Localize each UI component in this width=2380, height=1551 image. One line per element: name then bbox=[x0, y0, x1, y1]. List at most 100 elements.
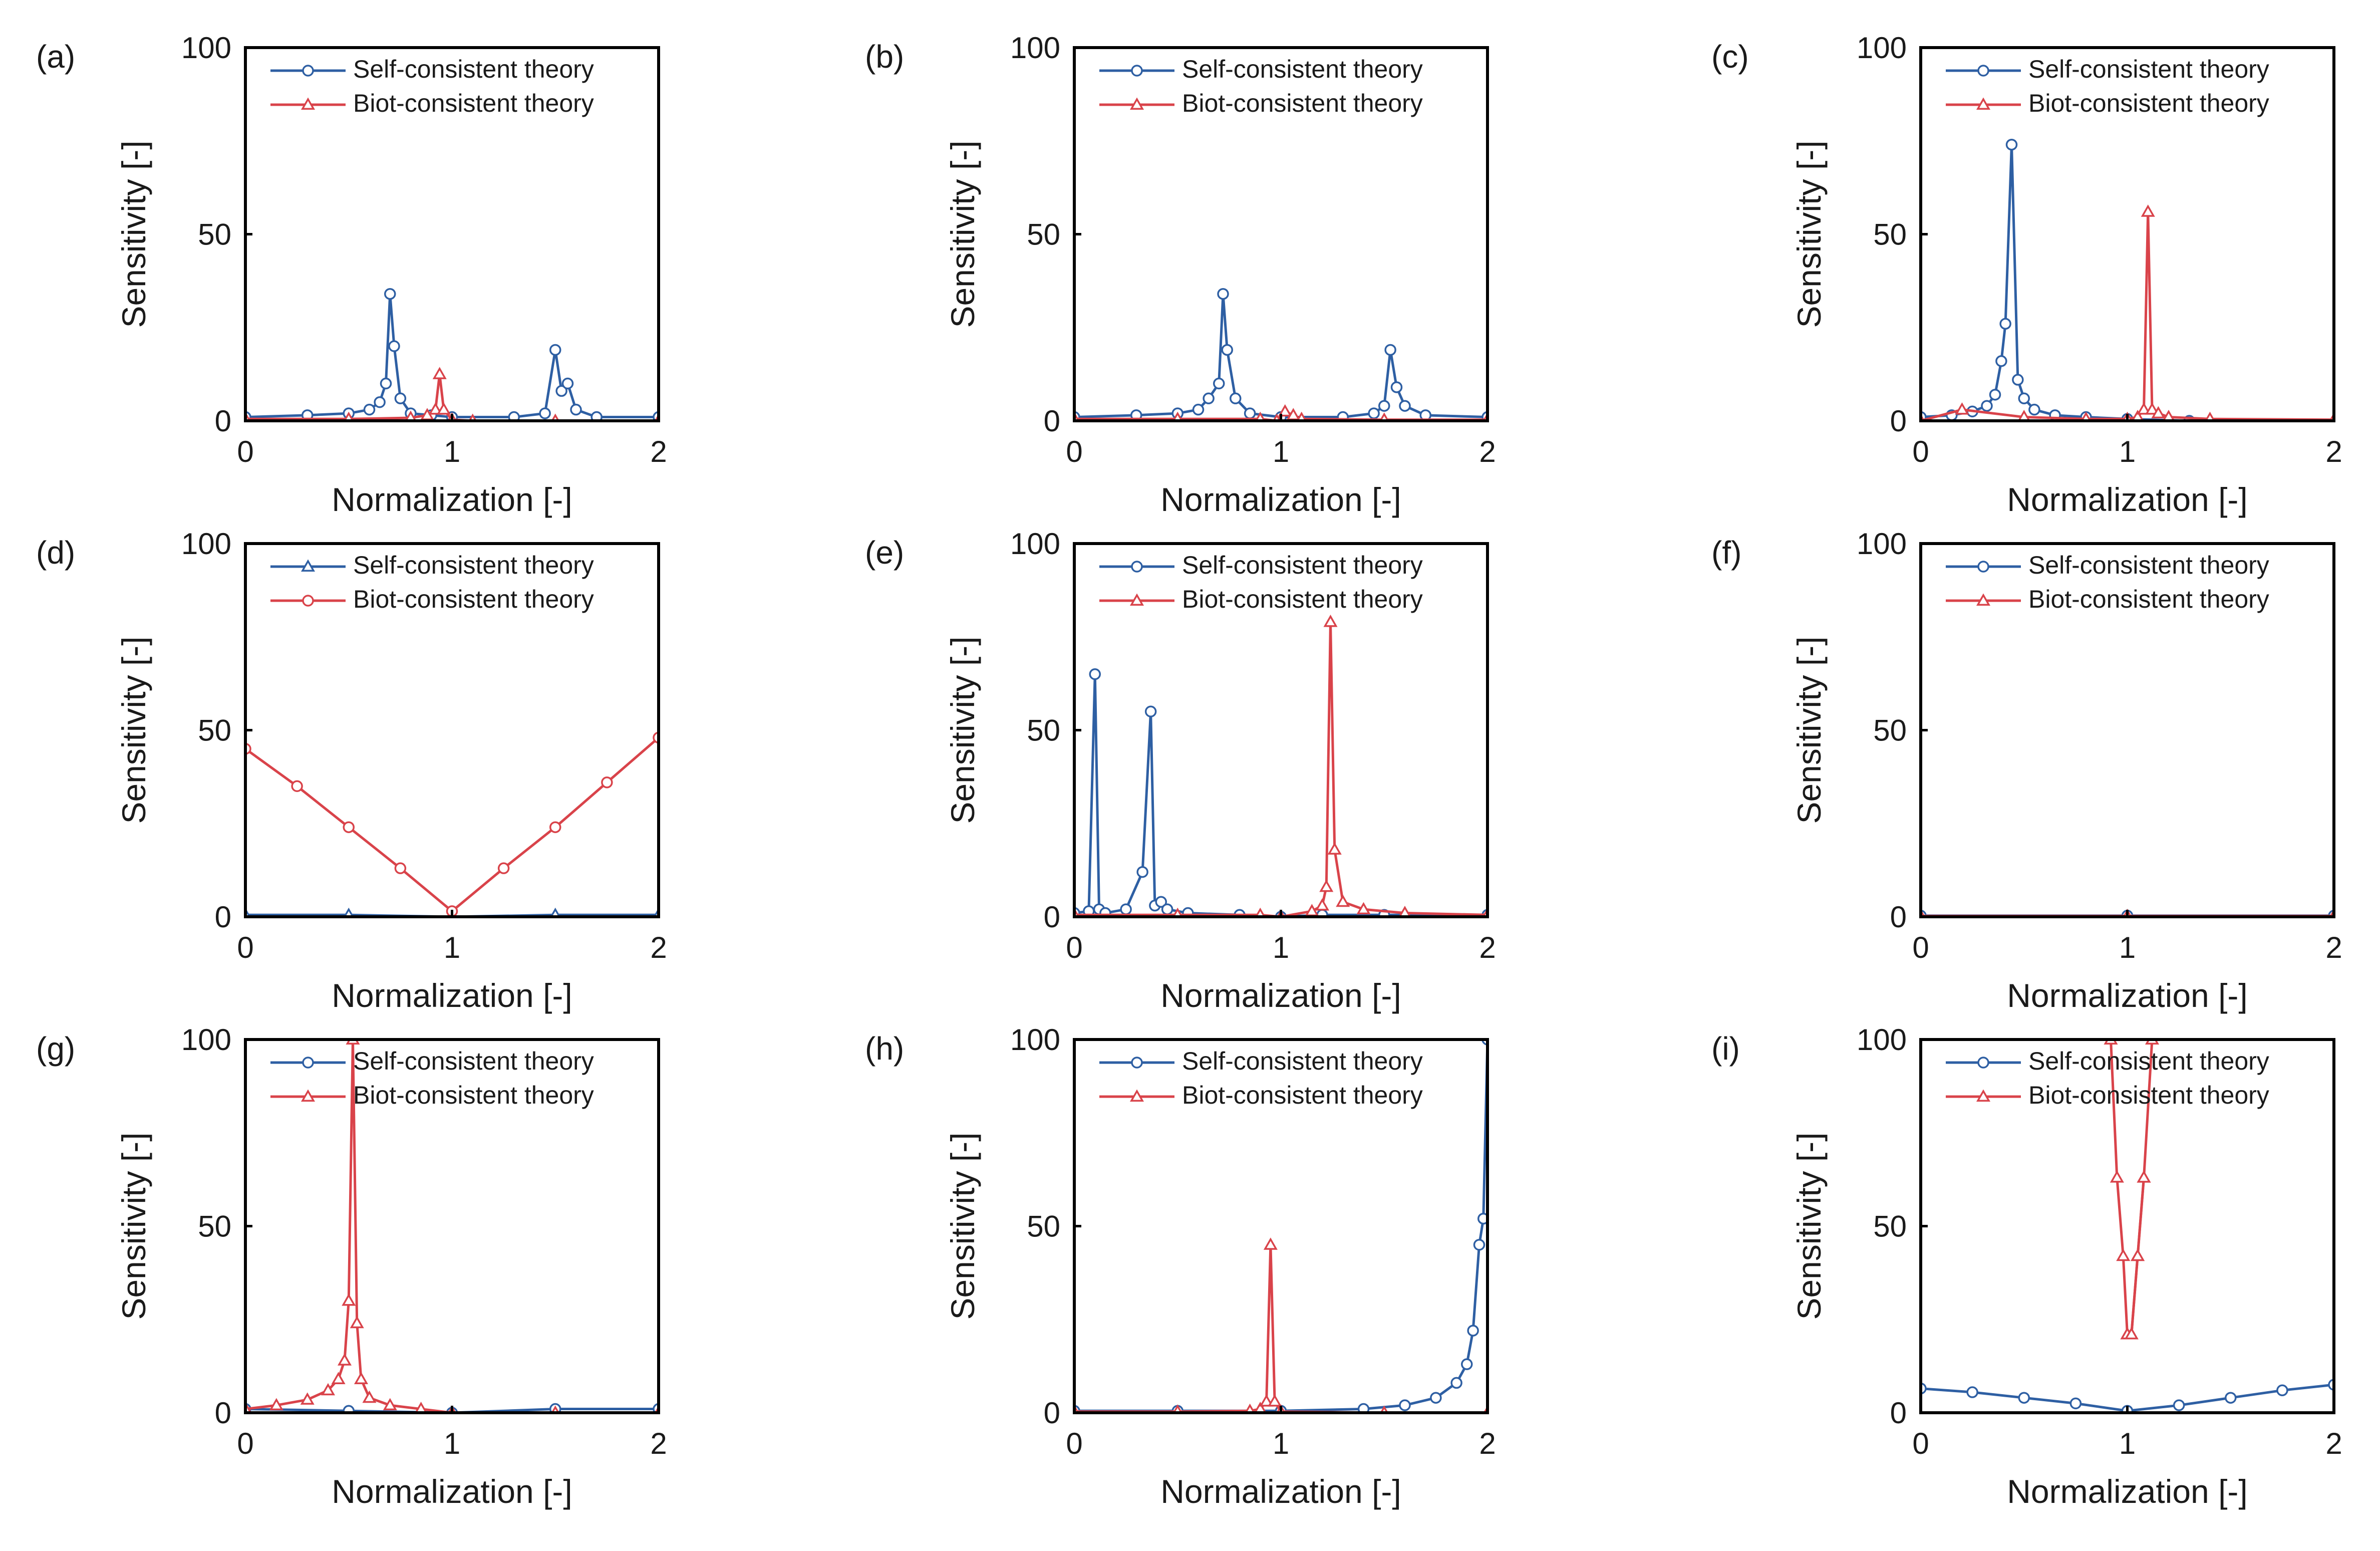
data-point bbox=[432, 367, 447, 379]
chart-panel: (e) 0 1 2 0 50 100 Normalization [-] Sensitivity… bbox=[865, 527, 1496, 1014]
panel-label: (f) bbox=[1711, 535, 1741, 571]
x-axis-title: Normalization [-] bbox=[332, 481, 572, 518]
data-point bbox=[2069, 1397, 2082, 1410]
x-tick-label: 2 bbox=[650, 435, 667, 468]
series-line bbox=[245, 736, 659, 913]
y-tick-label: 50 bbox=[1027, 714, 1060, 747]
data-point bbox=[2141, 204, 2155, 217]
y-tick-label: 0 bbox=[215, 1396, 231, 1430]
data-point bbox=[1245, 1403, 1256, 1413]
y-axis-title: Sensitivity [-] bbox=[1791, 636, 1828, 824]
data-point bbox=[1278, 404, 1292, 417]
legend-label: Biot-consistent theory bbox=[1182, 89, 1423, 117]
panel-label: (b) bbox=[865, 39, 904, 75]
y-tick-label: 50 bbox=[1873, 714, 1907, 747]
data-point bbox=[331, 1372, 346, 1384]
legend-marker bbox=[1977, 65, 1989, 77]
y-tick-label: 100 bbox=[181, 527, 231, 561]
data-point bbox=[1473, 1239, 1485, 1251]
x-tick-label: 2 bbox=[650, 931, 667, 964]
y-tick-label: 100 bbox=[1857, 1023, 1907, 1057]
data-point bbox=[2124, 1327, 2139, 1340]
y-tick-label: 0 bbox=[1890, 1396, 1907, 1430]
x-tick-label: 1 bbox=[2119, 435, 2136, 468]
legend-label: Self-consistent theory bbox=[2028, 551, 2269, 579]
x-tick-label: 1 bbox=[1273, 1427, 1289, 1460]
series-line bbox=[1921, 210, 2334, 421]
y-tick-label: 100 bbox=[181, 31, 231, 65]
data-point bbox=[2028, 403, 2040, 416]
legend-marker bbox=[302, 65, 314, 77]
data-point bbox=[300, 1392, 315, 1405]
legend-marker bbox=[301, 97, 316, 110]
data-point bbox=[1384, 344, 1396, 356]
series-group bbox=[1921, 1040, 2334, 1413]
data-point bbox=[1089, 668, 1101, 680]
data-point bbox=[1172, 411, 1183, 421]
legend-label: Biot-consistent theory bbox=[1182, 1081, 1423, 1109]
data-point bbox=[1461, 1358, 1473, 1370]
legend-label: Self-consistent theory bbox=[2028, 1047, 2269, 1075]
data-point bbox=[1172, 1404, 1182, 1413]
data-point bbox=[337, 1353, 352, 1366]
series-line bbox=[1074, 1243, 1488, 1413]
legend-marker bbox=[1129, 1089, 1144, 1102]
data-point bbox=[343, 411, 354, 421]
y-tick-label: 50 bbox=[1873, 218, 1907, 251]
y-axis-title: Sensitivity [-] bbox=[115, 140, 152, 328]
panel-label: (e) bbox=[865, 535, 904, 571]
legend-label: Biot-consistent theory bbox=[2028, 1081, 2269, 1109]
data-point bbox=[388, 340, 400, 352]
y-tick-label: 50 bbox=[1027, 218, 1060, 251]
legend-label: Self-consistent theory bbox=[1182, 1047, 1423, 1075]
y-tick-label: 50 bbox=[1027, 1210, 1060, 1243]
data-point bbox=[383, 1398, 397, 1411]
y-tick-label: 0 bbox=[215, 900, 231, 934]
x-tick-label: 0 bbox=[1912, 931, 1929, 964]
y-tick-label: 100 bbox=[181, 1023, 231, 1057]
data-point bbox=[539, 407, 551, 419]
legend-marker bbox=[301, 559, 316, 572]
data-point bbox=[415, 1402, 428, 1413]
x-tick-label: 0 bbox=[1912, 435, 1929, 468]
series-line bbox=[1074, 673, 1488, 917]
legend: Self-consistent theory Biot-consistent th… bbox=[1946, 551, 2269, 613]
y-tick-label: 0 bbox=[1890, 900, 1907, 934]
legend-marker bbox=[1131, 561, 1143, 573]
data-point bbox=[342, 1293, 356, 1306]
legend: Self-consistent theory Biot-consistent th… bbox=[270, 1047, 594, 1109]
x-tick-label: 2 bbox=[1479, 435, 1496, 468]
x-tick-label: 1 bbox=[1273, 931, 1289, 964]
data-point bbox=[1955, 402, 1969, 415]
x-tick-label: 2 bbox=[2325, 435, 2342, 468]
data-point bbox=[2116, 1248, 2131, 1261]
x-tick-label: 0 bbox=[1066, 435, 1082, 468]
data-point bbox=[1263, 1237, 1278, 1250]
legend: Self-consistent theory Biot-consistent th… bbox=[1099, 55, 1423, 117]
chart-panel: (a) 0 1 2 0 50 100 Normalization [-] Sensitivity… bbox=[36, 31, 667, 518]
legend-label: Self-consistent theory bbox=[353, 551, 594, 579]
legend-label: Biot-consistent theory bbox=[353, 89, 594, 117]
legend-marker bbox=[1976, 593, 1991, 606]
x-axis-title: Normalization [-] bbox=[332, 1473, 572, 1510]
data-point bbox=[321, 1383, 336, 1396]
data-point bbox=[362, 1390, 377, 1403]
chart-panel: (g) 0 1 2 0 50 100 Normalization [-] Sensitivity… bbox=[36, 1023, 667, 1510]
data-point bbox=[2137, 402, 2151, 415]
data-point bbox=[1254, 1402, 1267, 1413]
data-point bbox=[1213, 377, 1225, 390]
data-point bbox=[1368, 407, 1380, 419]
legend-marker bbox=[1129, 593, 1144, 606]
x-tick-label: 2 bbox=[2325, 1427, 2342, 1460]
data-point bbox=[590, 411, 603, 421]
data-point bbox=[1255, 907, 1266, 917]
legend-marker bbox=[1131, 65, 1143, 77]
data-point bbox=[1467, 1325, 1479, 1337]
data-point bbox=[549, 344, 561, 356]
panel-label: (g) bbox=[36, 1030, 75, 1067]
y-axis-title: Sensitivity [-] bbox=[944, 636, 981, 824]
series-group bbox=[1921, 138, 2334, 421]
series-group bbox=[245, 731, 659, 917]
data-point bbox=[1255, 411, 1266, 421]
data-point bbox=[570, 403, 582, 416]
